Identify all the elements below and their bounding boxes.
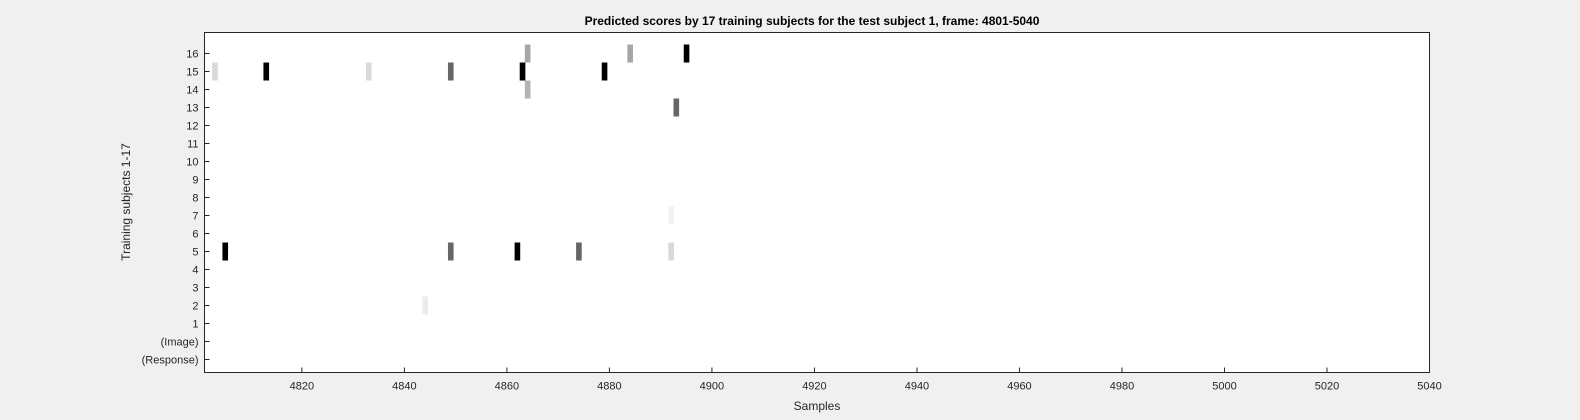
heatmap-cell [683, 44, 690, 63]
heatmap-cell [447, 242, 454, 261]
y-axis-label: Training subjects 1-17 [119, 143, 133, 261]
x-tick-label: 5040 [1417, 381, 1441, 393]
plot-area [204, 32, 1430, 373]
x-tick-label: 4820 [290, 381, 314, 393]
x-tick-label: 4900 [700, 381, 724, 393]
heatmap-cell [263, 62, 270, 81]
x-tick-label: 4920 [802, 381, 826, 393]
y-tick-label: 1 [192, 319, 198, 331]
heatmap-cell [222, 242, 229, 261]
y-tick-label: 10 [186, 157, 198, 169]
y-tick-label: (Response) [142, 355, 199, 367]
y-tick-label: 8 [192, 193, 198, 205]
heatmap-cell [447, 62, 454, 81]
y-tick-label: 13 [186, 103, 198, 115]
y-tick-label: 6 [192, 229, 198, 241]
heatmap-cell [627, 44, 633, 63]
x-tick-label: 4860 [495, 381, 519, 393]
heatmap-cell [673, 98, 680, 117]
heatmap-cell [668, 242, 674, 261]
heatmap-cell [524, 80, 531, 99]
y-tick-label: 9 [192, 175, 198, 187]
heatmap-cell [524, 44, 531, 63]
plot-frame [204, 32, 1430, 373]
y-tick-label: 12 [186, 121, 198, 133]
x-tick-label: 5020 [1315, 381, 1339, 393]
heatmap-cell [519, 62, 526, 81]
heatmap-cell [514, 242, 521, 261]
x-tick-label: 4980 [1110, 381, 1134, 393]
heatmap-cells [212, 44, 690, 315]
x-tick-label: 4960 [1007, 381, 1031, 393]
y-tick-label: 4 [192, 265, 198, 277]
y-tick-label: 5 [192, 247, 198, 259]
x-tick-label: 4840 [392, 381, 416, 393]
heatmap-cell [601, 62, 608, 81]
x-tick-label: 4940 [905, 381, 929, 393]
y-tick-label: 15 [186, 67, 198, 79]
y-tick-label: 2 [192, 301, 198, 313]
y-tick-label: 7 [192, 211, 198, 223]
x-axis-ticks: 4820 4840 4860 4880 4900 4920 4940 4960 4980 5000… [290, 367, 1442, 393]
y-tick-label: (Image) [161, 337, 199, 349]
y-tick-label: 16 [186, 49, 198, 61]
heatmap-cell [576, 242, 582, 261]
y-tick-label: 14 [186, 85, 198, 97]
x-tick-label: 5000 [1212, 381, 1236, 393]
chart-title: Predicted scores by 17 training subjects… [585, 14, 1040, 28]
x-tick-label: 4880 [597, 381, 621, 393]
heatmap-cell [668, 206, 674, 225]
y-tick-label: 3 [192, 283, 198, 295]
heatmap-cell [365, 62, 372, 81]
x-axis-label: Samples [794, 399, 841, 413]
y-tick-label: 11 [187, 139, 198, 151]
heatmap-cell [212, 62, 218, 81]
heatmap-cell [422, 296, 428, 315]
